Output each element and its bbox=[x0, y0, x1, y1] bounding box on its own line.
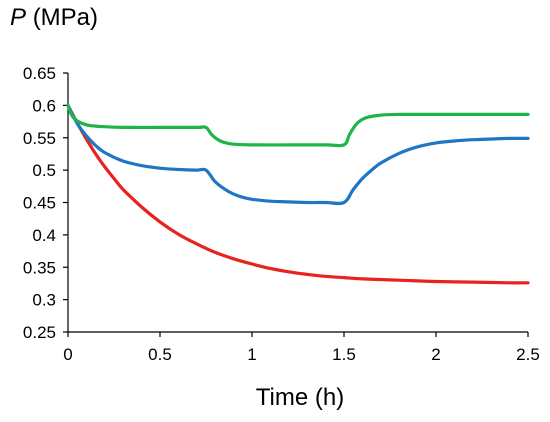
y-tick-label: 0.4 bbox=[32, 226, 56, 245]
x-axis-label: Time (h) bbox=[255, 384, 345, 411]
y-tick-label: 0.35 bbox=[23, 258, 56, 277]
y-tick-label: 0.55 bbox=[23, 129, 56, 148]
series-group bbox=[66, 103, 530, 285]
y-axis-symbol: P bbox=[10, 4, 27, 31]
series-line-3 bbox=[66, 103, 530, 148]
y-tick-label: 0.5 bbox=[32, 161, 56, 180]
x-tick-label: 2 bbox=[431, 345, 440, 364]
y-tick-label: 0.25 bbox=[23, 323, 56, 342]
y-axis-label: P (MPa) bbox=[10, 4, 98, 32]
axes: 0.25 0.3 0.35 0.4 0.45 0.5 0.55 0.6 0.65 0 0.5 1 1.5… bbox=[23, 64, 540, 364]
y-tick-label: 0.65 bbox=[23, 64, 56, 83]
y-tick-label: 0.45 bbox=[23, 194, 56, 213]
series-line-1 bbox=[66, 103, 530, 285]
y-axis-unit: (MPa) bbox=[32, 4, 99, 31]
y-tick-label: 0.6 bbox=[32, 96, 56, 115]
x-tick-label: 0.5 bbox=[148, 345, 172, 364]
x-tick-label: 1.5 bbox=[332, 345, 356, 364]
y-tick-label: 0.3 bbox=[32, 291, 56, 310]
x-tick-label: 2.5 bbox=[516, 345, 540, 364]
x-tick-label: 0 bbox=[63, 345, 72, 364]
x-tick-label: 1 bbox=[247, 345, 256, 364]
series-line-2 bbox=[66, 103, 530, 206]
